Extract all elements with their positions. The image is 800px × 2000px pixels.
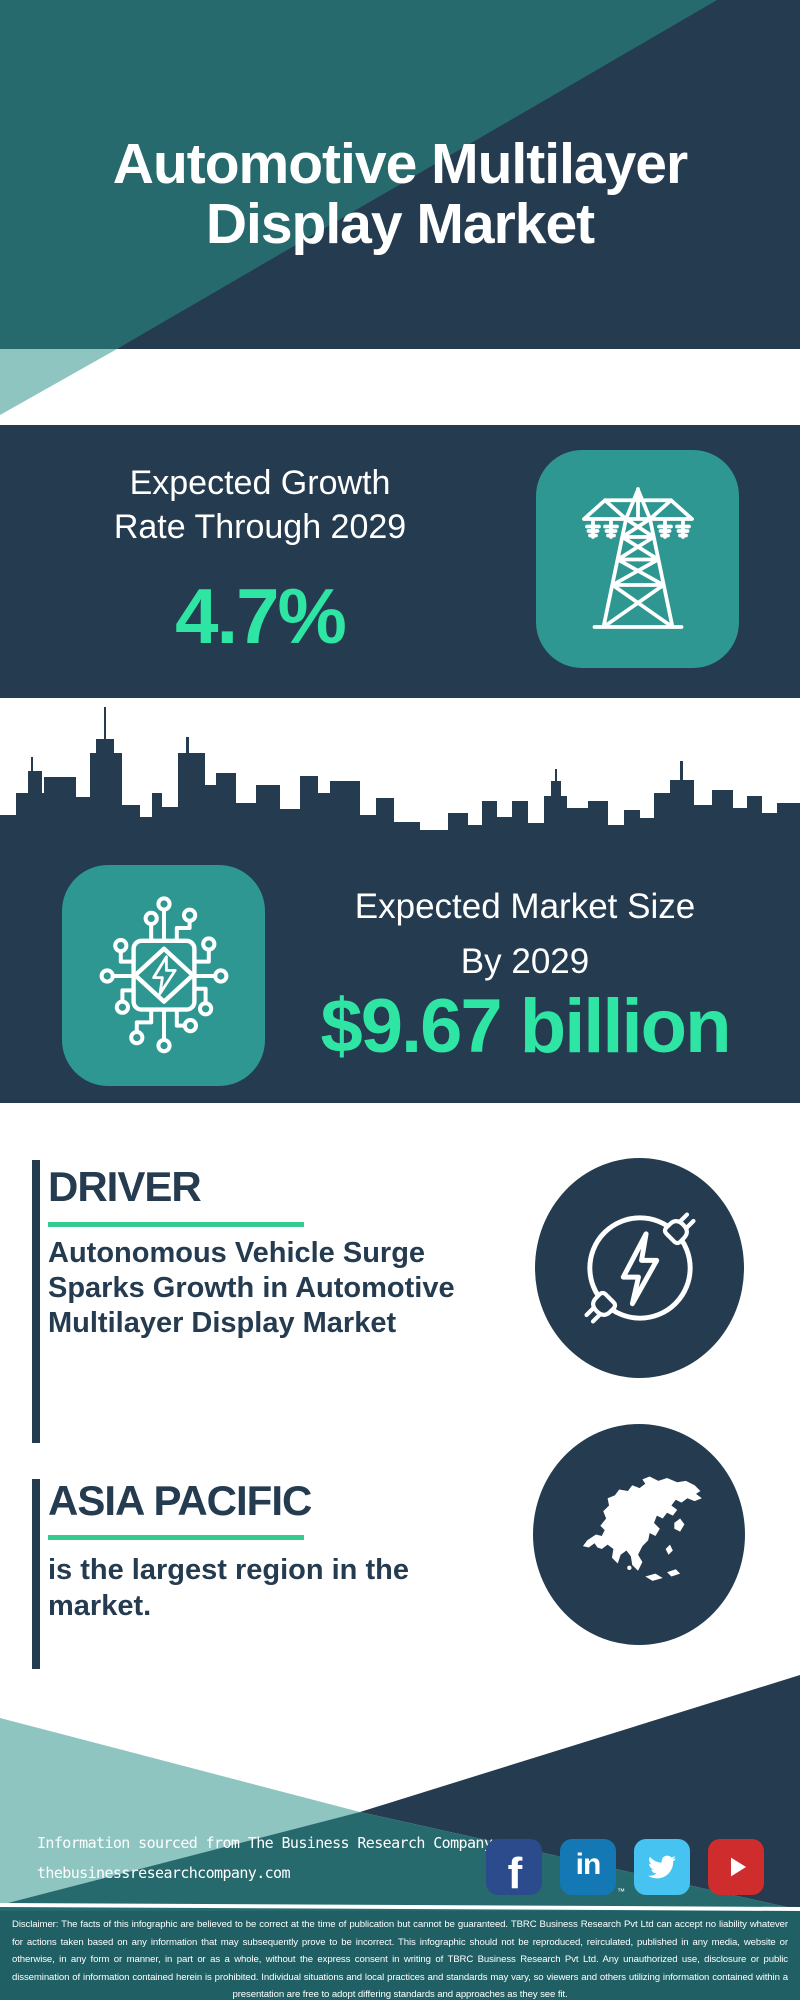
transmission-tower-icon (536, 450, 739, 668)
market-size-section: Expected Market Size By 2029 $9.67 billi… (0, 843, 800, 1103)
growth-rate-section: Expected Growth Rate Through 2029 4.7% (0, 425, 800, 698)
circuit-chip-glyph (99, 895, 228, 1053)
header-diagonal-shape (117, 0, 800, 349)
header-banner: Automotive Multilayer Display Market (0, 0, 800, 349)
electric-plug-glyph (583, 1212, 696, 1324)
linkedin-icon[interactable]: in ™ (560, 1839, 625, 1896)
growth-rate-title-line1: Expected Growth (129, 464, 391, 502)
linkedin-trademark: ™ (617, 1887, 625, 1896)
header-corner-triangle (0, 349, 117, 415)
asia-map-icon (533, 1424, 745, 1645)
youtube-play-glyph (731, 1857, 746, 1877)
disclaimer-text: Disclaimer: The facts of this infographi… (0, 1911, 800, 2000)
electric-plug-icon (535, 1158, 744, 1378)
region-heading: ASIA PACIFIC (48, 1477, 312, 1524)
market-size-title-line1: Expected Market Size (354, 887, 696, 926)
region-underline (48, 1535, 304, 1540)
circuit-chip-icon (62, 865, 265, 1086)
page-title-line2: Display Market (205, 192, 595, 257)
facebook-glyph: f (507, 1849, 523, 1898)
market-size-value: $9.67 billion (320, 984, 731, 1069)
driver-underline (48, 1222, 304, 1227)
market-size-title: Expected Market Size By 2029 (290, 879, 760, 989)
market-size-title-line2: By 2029 (460, 942, 590, 981)
page-title-line1: Automotive Multilayer (112, 132, 688, 197)
growth-rate-value: 4.7% (175, 572, 347, 660)
twitter-icon[interactable] (634, 1839, 690, 1895)
footer-source-text: Information sourced from The Business Re… (37, 1834, 493, 1852)
region-text: is the largest region in the market. (48, 1554, 409, 1622)
page-title: Automotive Multilayer Display Market (0, 134, 800, 254)
social-links: f in ™ (486, 1839, 764, 1898)
driver-heading: DRIVER (48, 1163, 202, 1210)
twitter-bird-glyph (648, 1855, 676, 1879)
transmission-tower-glyph (581, 486, 694, 629)
city-skyline-silhouette (0, 707, 800, 847)
footer-source-url: thebusinessresearchcompany.com (37, 1864, 291, 1882)
driver-accent-bar (32, 1160, 40, 1443)
growth-rate-title-line2: Rate Through 2029 (113, 508, 407, 546)
region-accent-bar (32, 1479, 40, 1669)
growth-rate-title: Expected Growth Rate Through 2029 (20, 461, 500, 549)
linkedin-glyph: in (575, 1848, 602, 1881)
youtube-icon[interactable] (708, 1839, 764, 1895)
driver-text: Autonomous Vehicle Surge Sparks Growth i… (48, 1237, 455, 1339)
facebook-icon[interactable]: f (486, 1839, 542, 1898)
asia-map-glyph (582, 1476, 702, 1581)
